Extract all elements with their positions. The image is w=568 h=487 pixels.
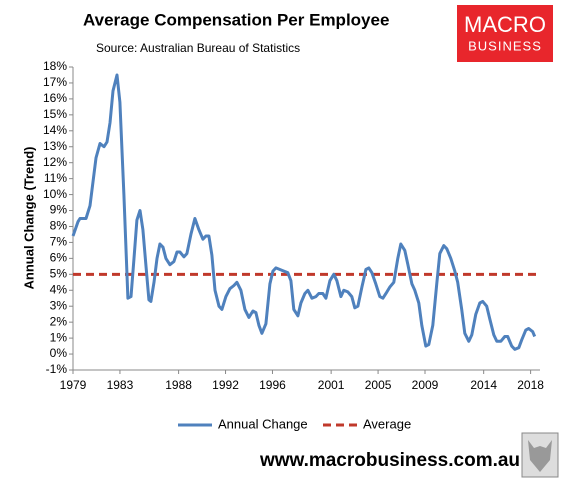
chart-subtitle: Source: Australian Bureau of Statistics	[96, 41, 300, 55]
wolf-icon	[528, 440, 552, 472]
legend-label: Annual Change	[218, 416, 308, 431]
y-tick-label: 18%	[43, 59, 67, 73]
x-tick-label: 1979	[60, 378, 87, 392]
y-tick-label: 15%	[43, 107, 67, 121]
website: www.macrobusiness.com.au	[259, 450, 520, 471]
logo-text: BUSINESS	[468, 38, 542, 53]
y-tick-label: 17%	[43, 75, 67, 89]
legend-label: Average	[363, 416, 411, 431]
y-tick-label: 6%	[50, 251, 68, 265]
y-tick-label: 16%	[43, 91, 67, 105]
data-line	[71, 73, 537, 351]
y-tick-label: 13%	[43, 139, 67, 153]
x-tick-label: 2001	[318, 378, 345, 392]
x-tick-label: 2018	[517, 378, 544, 392]
y-tick-label: 14%	[43, 123, 67, 137]
y-tick-label: 10%	[43, 187, 67, 201]
x-tick-label: 1992	[212, 378, 239, 392]
logo-box	[457, 5, 553, 62]
chart-title: Average Compensation Per Employee	[83, 10, 389, 29]
y-tick-label: 12%	[43, 155, 67, 169]
y-tick-label: 11%	[44, 171, 67, 185]
x-tick-label: 2005	[365, 378, 392, 392]
logo-text: MACRO	[464, 12, 546, 37]
y-tick-label: 8%	[50, 219, 68, 233]
y-tick-label: 9%	[50, 203, 68, 217]
y-tick-label: -1%	[46, 362, 68, 376]
y-tick-label: 3%	[50, 298, 68, 312]
x-tick-label: 1988	[165, 378, 192, 392]
x-tick-label: 1983	[107, 378, 134, 392]
y-tick-label: 1%	[50, 330, 68, 344]
y-tick-label: 5%	[50, 266, 68, 280]
x-tick-label: 2009	[412, 378, 439, 392]
y-tick-label: 0%	[50, 346, 68, 360]
y-axis-label: Annual Change (Trend)	[21, 147, 36, 290]
x-tick-label: 2014	[470, 378, 497, 392]
y-tick-label: 2%	[50, 314, 68, 328]
x-tick-label: 1996	[259, 378, 286, 392]
y-tick-label: 7%	[50, 235, 68, 249]
y-tick-label: 4%	[50, 282, 68, 296]
